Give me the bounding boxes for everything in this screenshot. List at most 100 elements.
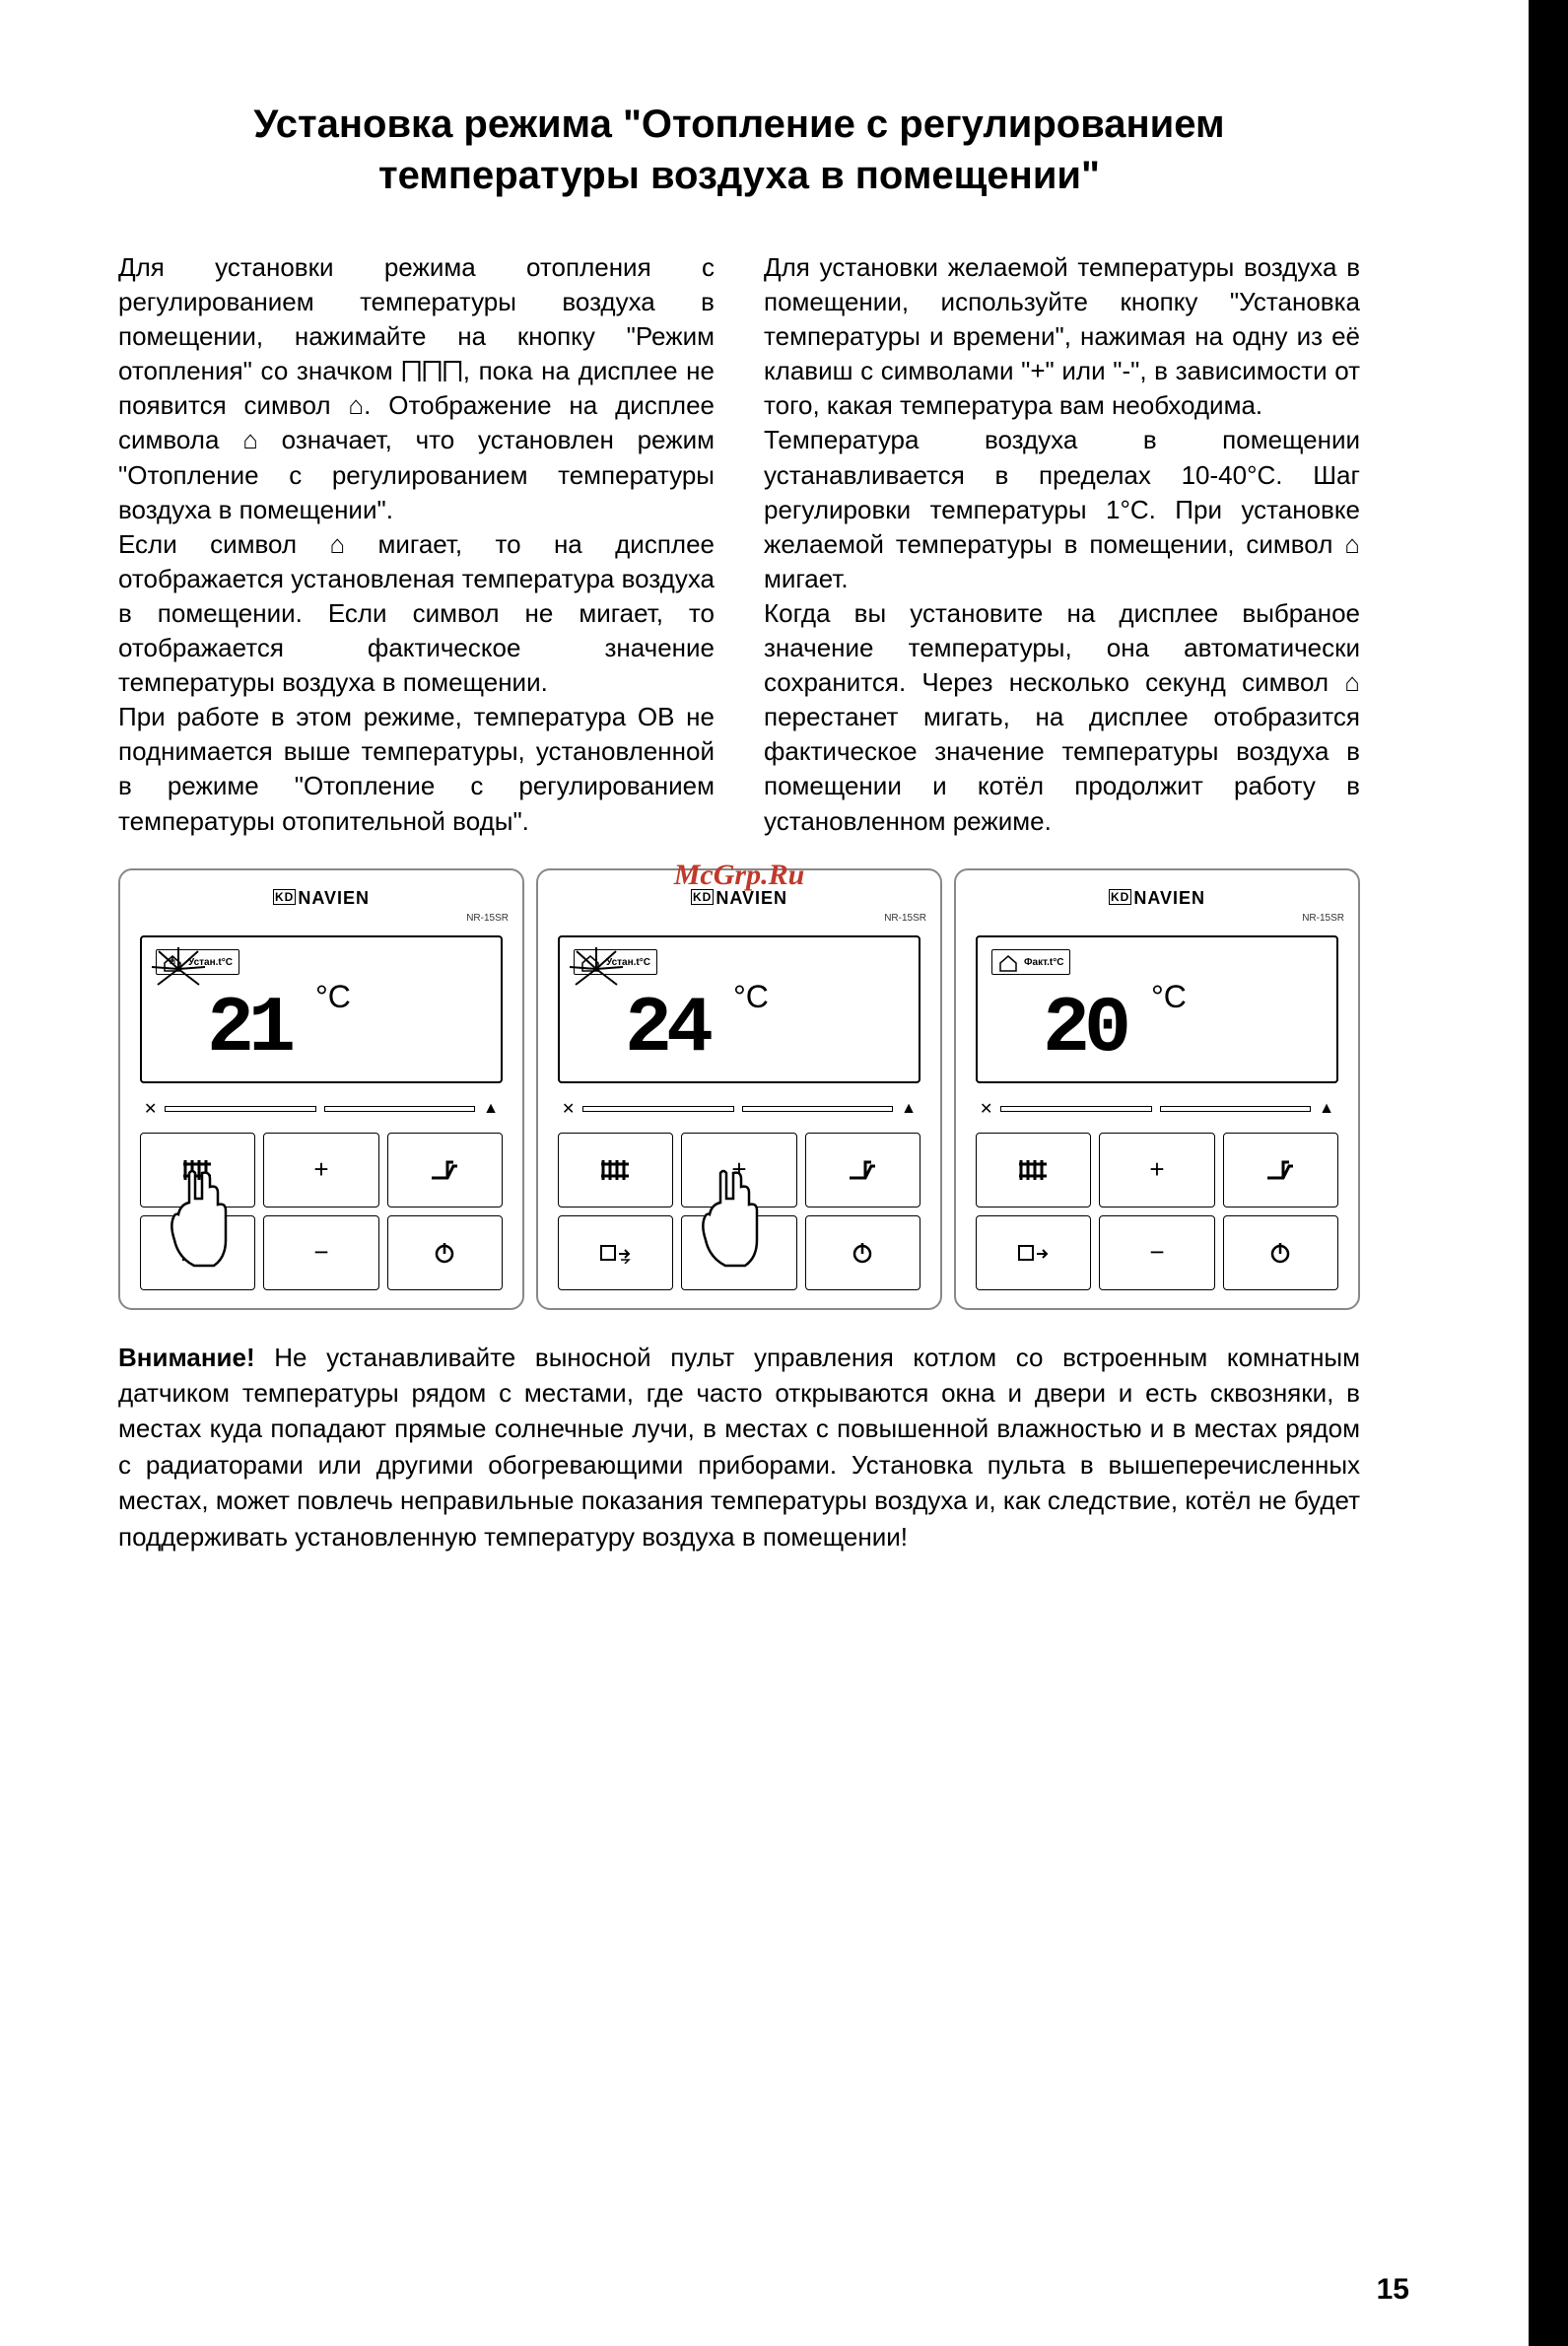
model-label: NR-15SR <box>552 913 926 924</box>
lcd-mode-box: Факт.t°C <box>991 949 1070 975</box>
power-icon <box>1268 1241 1292 1265</box>
wrench-icon: ✕ <box>562 1099 575 1119</box>
slider-row: ✕ ▲ <box>134 1099 509 1119</box>
minus-button[interactable]: − <box>263 1215 378 1290</box>
right-column: Для установки желаемой температуры возду… <box>764 250 1360 839</box>
warning-paragraph: Внимание! Не устанавливайте выносной пул… <box>118 1340 1360 1554</box>
flame-icon: ▲ <box>901 1100 917 1118</box>
side-black-bar <box>1529 0 1568 2346</box>
lcd-unit: °C <box>315 979 351 1015</box>
outdoor-button[interactable] <box>140 1215 255 1290</box>
power-button[interactable] <box>805 1215 920 1290</box>
outdoor-icon <box>1017 1242 1051 1264</box>
power-icon <box>433 1241 456 1265</box>
plus-label: + <box>731 1154 746 1185</box>
right-column-text: Для установки желаемой температуры возду… <box>764 250 1360 839</box>
controller-panel-1: KDNAVIEN NR-15SR Устан.t°C <box>118 868 524 1310</box>
hotwater-button[interactable] <box>805 1133 920 1208</box>
page-title: Установка режима "Отопление с регулирова… <box>158 99 1321 201</box>
radiator-icon <box>181 1158 215 1182</box>
controller-panel-3: KDNAVIEN NR-15SR Факт.t°C 20 °C ✕ ▲ <box>954 868 1360 1310</box>
brand-text: NAVIEN <box>298 888 370 908</box>
left-column: Для установки режима отопления с регулир… <box>118 250 715 839</box>
page-content: Установка режима "Отопление с регулирова… <box>0 0 1478 2346</box>
controller-panels-row: McGrp.Ru KDNAVIEN NR-15SR <box>118 868 1360 1310</box>
wrench-icon: ✕ <box>144 1099 157 1119</box>
brand-prefix-icon: KD <box>1109 889 1131 905</box>
house-icon <box>998 954 1018 972</box>
house-icon <box>163 954 182 972</box>
power-button[interactable] <box>1223 1215 1338 1290</box>
brand-label: KDNAVIEN <box>970 888 1344 909</box>
minus-label: − <box>1149 1237 1164 1268</box>
page-number: 15 <box>1377 2273 1409 2307</box>
hotwater-button[interactable] <box>1223 1133 1338 1208</box>
plus-button[interactable]: + <box>681 1133 796 1208</box>
power-button[interactable] <box>387 1215 503 1290</box>
power-icon <box>851 1241 874 1265</box>
lcd-temperature-value: 21 <box>207 991 290 1070</box>
lcd-mode-box: Устан.t°C <box>156 949 239 975</box>
minus-button[interactable]: − <box>1099 1215 1214 1290</box>
button-grid: + − <box>134 1129 509 1294</box>
model-label: NR-15SR <box>134 913 509 924</box>
watermark-text: McGrp.Ru <box>674 859 805 892</box>
minus-label: − <box>313 1237 328 1268</box>
minus-button[interactable]: − <box>681 1215 796 1290</box>
lcd-unit: °C <box>733 979 769 1015</box>
hotwater-button[interactable] <box>387 1133 503 1208</box>
slider-row: ✕ ▲ <box>970 1099 1344 1119</box>
slider-bar-1 <box>165 1106 315 1112</box>
lcd-mode-label: Факт.t°C <box>1024 957 1063 968</box>
tap-icon <box>848 1158 877 1182</box>
button-grid: + − <box>552 1129 926 1294</box>
flame-icon: ▲ <box>483 1100 499 1118</box>
outdoor-icon <box>181 1242 215 1264</box>
slider-bar-2 <box>324 1106 475 1112</box>
controller-panel-2: KDNAVIEN NR-15SR Устан.t°C <box>536 868 942 1310</box>
warning-bold: Внимание! <box>118 1343 255 1372</box>
lcd-unit: °C <box>1151 979 1187 1015</box>
slider-bar-2 <box>1160 1106 1311 1112</box>
slider-bar-1 <box>582 1106 733 1112</box>
slider-bar-1 <box>1000 1106 1151 1112</box>
plus-button[interactable]: + <box>263 1133 378 1208</box>
lcd-display: Устан.t°C 21 °C <box>140 935 503 1083</box>
flame-icon: ▲ <box>1319 1100 1334 1118</box>
radiator-button[interactable] <box>558 1133 673 1208</box>
plus-button[interactable]: + <box>1099 1133 1214 1208</box>
outdoor-button[interactable] <box>976 1215 1091 1290</box>
wrench-icon: ✕ <box>980 1099 992 1119</box>
lcd-mode-label: Устан.t°C <box>188 957 233 968</box>
slider-row: ✕ ▲ <box>552 1099 926 1119</box>
warning-body: Не устанавливайте выносной пульт управле… <box>118 1343 1360 1552</box>
button-grid: + − <box>970 1129 1344 1294</box>
lcd-mode-label: Устан.t°C <box>606 957 650 968</box>
plus-label: + <box>313 1154 328 1185</box>
body-columns: Для установки режима отопления с регулир… <box>118 250 1360 839</box>
lcd-display: Факт.t°C 20 °C <box>976 935 1338 1083</box>
lcd-temperature-value: 24 <box>625 991 708 1070</box>
radiator-icon <box>599 1158 633 1182</box>
radiator-icon <box>1017 1158 1051 1182</box>
outdoor-button[interactable] <box>558 1215 673 1290</box>
brand-text: NAVIEN <box>1133 888 1205 908</box>
title-line-2: температуры воздуха в помещении" <box>378 154 1100 197</box>
outdoor-icon <box>599 1242 633 1264</box>
left-column-text: Для установки режима отопления с регулир… <box>118 250 715 839</box>
house-icon <box>580 954 600 972</box>
slider-bar-2 <box>742 1106 893 1112</box>
model-label: NR-15SR <box>970 913 1344 924</box>
lcd-mode-box: Устан.t°C <box>574 949 657 975</box>
plus-label: + <box>1149 1154 1164 1185</box>
lcd-display: Устан.t°C 24 °C <box>558 935 920 1083</box>
title-line-1: Установка режима "Отопление с регулирова… <box>253 103 1224 146</box>
brand-prefix-icon: KD <box>273 889 296 905</box>
radiator-button[interactable] <box>976 1133 1091 1208</box>
tap-icon <box>430 1158 459 1182</box>
brand-label: KDNAVIEN <box>134 888 509 909</box>
minus-label: − <box>731 1237 746 1268</box>
radiator-button[interactable] <box>140 1133 255 1208</box>
lcd-temperature-value: 20 <box>1043 991 1125 1070</box>
tap-icon <box>1265 1158 1295 1182</box>
